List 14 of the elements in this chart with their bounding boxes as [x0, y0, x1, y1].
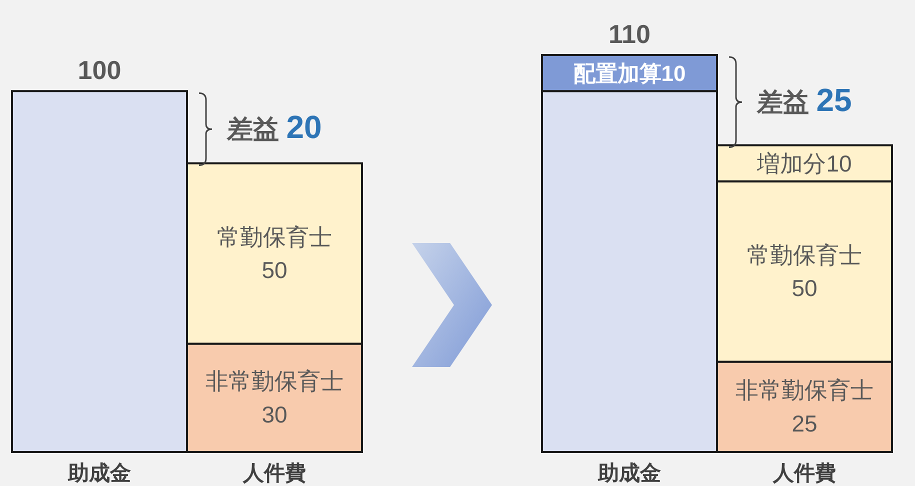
- annotation: 差益 25: [756, 82, 852, 118]
- data-label: 増加分10: [756, 150, 852, 176]
- data-label: 非常勤保育士 30: [206, 368, 344, 428]
- x-tick-label: 助成金: [67, 462, 131, 485]
- data-label: 常勤保育士 50: [217, 224, 332, 284]
- annotation: 差益 20: [226, 109, 322, 146]
- total-label: 110: [608, 19, 650, 49]
- data-label: 非常勤保育士 25: [736, 377, 874, 437]
- data-label: 常勤保育士 50: [747, 242, 862, 302]
- total-label: 100: [78, 55, 122, 86]
- data-label: 配置加算10: [573, 61, 686, 86]
- x-tick-label: 人件費: [242, 462, 306, 485]
- x-tick-label: 人件費: [772, 462, 836, 485]
- x-tick-label: 助成金: [597, 462, 661, 485]
